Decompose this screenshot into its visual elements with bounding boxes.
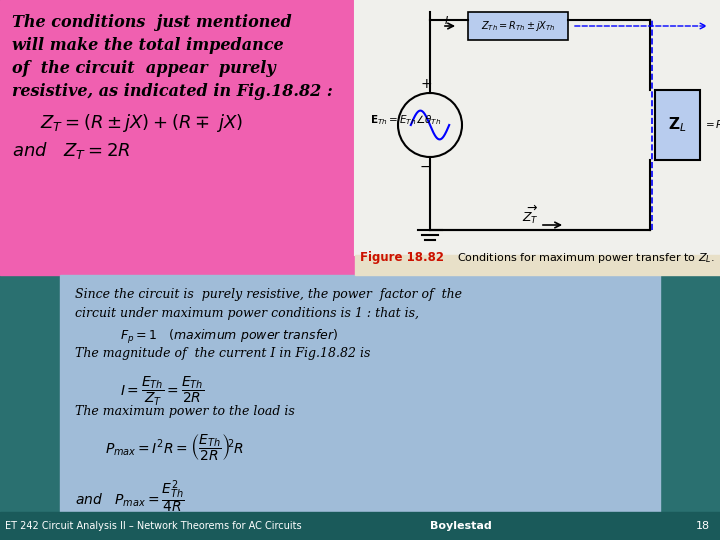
Text: resistive, as indicated in Fig.18.82 :: resistive, as indicated in Fig.18.82 : [12,83,333,100]
Text: $\mathbf{E}_{Th} = E_{Th}\angle\theta_{Th}$: $\mathbf{E}_{Th} = E_{Th}\angle\theta_{T… [370,113,441,127]
Bar [60,275,660,512]
Text: $Z_{Th} = R_{Th} \pm jX_{Th}$: $Z_{Th} = R_{Th} \pm jX_{Th}$ [481,19,555,33]
Text: The maximum power to the load is: The maximum power to the load is [75,405,294,418]
Text: $I$: $I$ [444,14,449,26]
Text: $\mathbf{Z}_L$: $\mathbf{Z}_L$ [668,116,687,134]
Text: $\overrightarrow{Z_T}$: $\overrightarrow{Z_T}$ [522,204,539,226]
Text: $and \quad P_{max} = \dfrac{E^2_{Th}}{4R}$: $and \quad P_{max} = \dfrac{E^2_{Th}}{4R… [75,478,185,515]
Bar [655,90,700,160]
Text: Boylestad: Boylestad [430,521,492,531]
Text: Since the circuit is  purely resistive, the power  factor of  the: Since the circuit is purely resistive, t… [75,288,462,301]
Text: The magnitude of  the current I in Fig.18.82 is: The magnitude of the current I in Fig.18… [75,347,370,360]
Text: The conditions  just mentioned: The conditions just mentioned [12,14,292,31]
Text: Figure 18.82: Figure 18.82 [360,252,444,265]
Bar [0,0,370,275]
Text: 18: 18 [696,521,710,531]
Text: $= R \mp jX$: $= R \mp jX$ [703,118,720,132]
Bar [468,12,568,40]
Text: will make the total impedance: will make the total impedance [12,37,284,54]
Text: +: + [420,77,431,91]
Bar [0,512,720,540]
Text: circuit under maximum power conditions is 1 : that is,: circuit under maximum power conditions i… [75,307,419,320]
Bar [355,0,720,255]
Text: $and \quad Z_T = 2R$: $and \quad Z_T = 2R$ [12,140,130,161]
Text: $Z_T = (R \pm jX) + (R \mp\ jX)$: $Z_T = (R \pm jX) + (R \mp\ jX)$ [40,112,243,134]
Text: $F_p = 1$   $(maximum\ power\ transfer)$: $F_p = 1$ $(maximum\ power\ transfer)$ [120,328,338,346]
Bar [355,255,720,275]
Text: ET 242 Circuit Analysis II – Network Theorems for AC Circuits: ET 242 Circuit Analysis II – Network The… [5,521,302,531]
Text: Conditions for maximum power transfer to $Z_L$.: Conditions for maximum power transfer to… [450,251,715,265]
Text: of  the circuit  appear  purely: of the circuit appear purely [12,60,276,77]
Text: $P_{max} = I^2 R = \left(\dfrac{E_{Th}}{2R}\right)^{\!\!2} R$: $P_{max} = I^2 R = \left(\dfrac{E_{Th}}{… [105,432,244,463]
Text: $I = \dfrac{E_{Th}}{Z_T} = \dfrac{E_{Th}}{2R}$: $I = \dfrac{E_{Th}}{Z_T} = \dfrac{E_{Th}… [120,375,204,408]
Text: −: − [420,160,431,174]
